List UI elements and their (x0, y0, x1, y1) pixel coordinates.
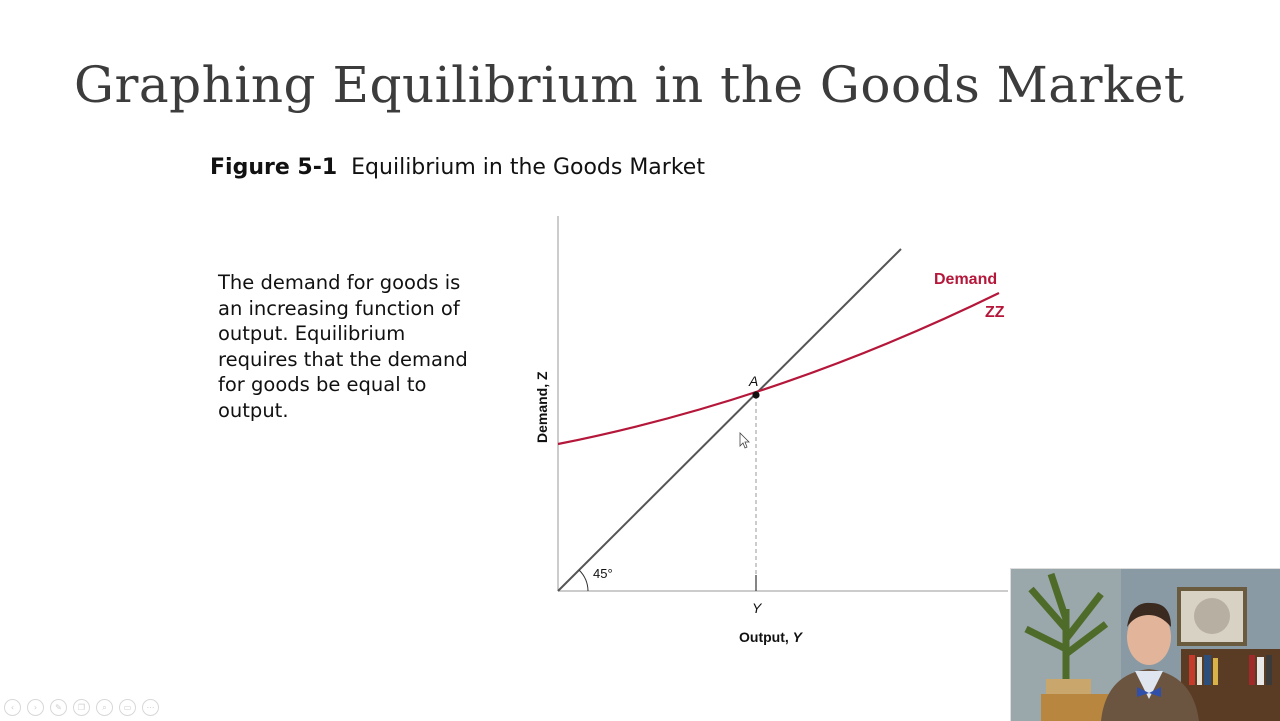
line-45-degree (557, 248, 902, 592)
equilibrium-point-a (752, 391, 760, 399)
presenter-video-icon (1011, 569, 1280, 721)
demand-label: Demand (934, 271, 997, 288)
slide-title: Graphing Equilibrium in the Goods Market (74, 56, 1185, 114)
equilibrium-point-label: A (748, 373, 758, 389)
pen-icon[interactable]: ✎ (50, 699, 67, 716)
figure-caption: Figure 5-1 Equilibrium in the Goods Marke… (210, 155, 705, 180)
demand-curve-zz (557, 292, 1000, 446)
copy-icon[interactable]: ❐ (73, 699, 90, 716)
angle-label: 45° (593, 566, 613, 581)
presenter-webcam (1010, 568, 1280, 721)
x-axis-label-var: Y (793, 629, 804, 645)
figure-number: Figure 5-1 (210, 155, 338, 180)
angle-arc (578, 569, 589, 592)
y-axis-label: Demand, Z (534, 371, 550, 443)
demand-curve-name: ZZ (985, 304, 1005, 321)
equilibrium-output-label: Y (752, 600, 763, 616)
mouse-cursor-icon (739, 432, 750, 449)
subtitles-icon[interactable]: ▭ (119, 699, 136, 716)
description-text: The demand for goods is an increasing fu… (218, 271, 468, 422)
x-axis-label: Output, Y (739, 629, 804, 645)
figure-caption-text: Equilibrium in the Goods Market (351, 155, 705, 180)
play-icon[interactable]: › (27, 699, 44, 716)
player-controls: ‹ › ✎ ❐ ⌕ ▭ ⋯ (4, 699, 159, 716)
prev-icon[interactable]: ‹ (4, 699, 21, 716)
x-axis-label-prefix: Output, (739, 629, 793, 645)
more-icon[interactable]: ⋯ (142, 699, 159, 716)
zoom-icon[interactable]: ⌕ (96, 699, 113, 716)
